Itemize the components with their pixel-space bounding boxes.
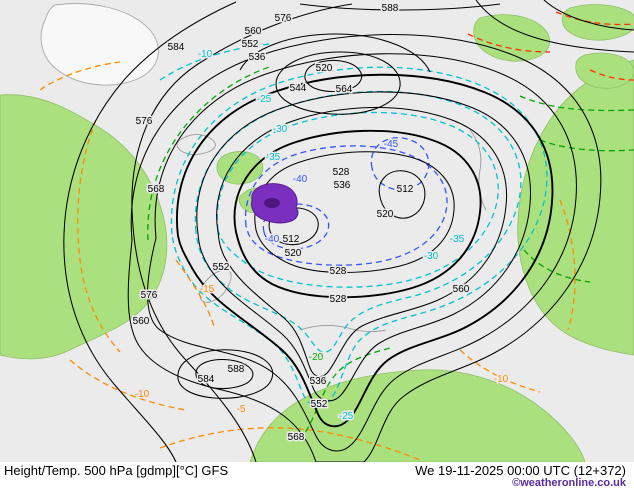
height-contour-528 xyxy=(233,129,482,299)
land-ice-region xyxy=(40,3,159,86)
temp-contour-label: -25 xyxy=(339,411,354,422)
height-contour-label: 560 xyxy=(245,26,262,37)
temp-contour-cyan xyxy=(216,111,499,288)
temp-contour-blue xyxy=(370,137,430,191)
height-contour-north-low-outer xyxy=(275,51,401,115)
height-contour-label: 584 xyxy=(198,374,215,385)
temp-contour-cyan xyxy=(170,66,548,407)
height-contour-label: 552 xyxy=(311,399,328,410)
height-contour-label: 536 xyxy=(310,376,327,387)
land-region-northeast-1 xyxy=(473,14,550,62)
temp-contour-label: -20 xyxy=(309,352,324,363)
height-contour-label: 552 xyxy=(213,262,230,273)
temp-contour-orange xyxy=(69,359,187,411)
height-contour-520 xyxy=(254,151,455,273)
temp-contour-green xyxy=(539,139,634,152)
height-contour-label: 520 xyxy=(316,63,333,74)
temp-contour-orange xyxy=(39,61,121,91)
temp-contour-label: -40 xyxy=(265,234,280,245)
temp-contour-blue xyxy=(244,145,448,266)
temp-contour-label: -25 xyxy=(257,94,272,105)
temp-contour-label: -15 xyxy=(200,284,215,295)
height-contour-north-low-inner xyxy=(304,59,362,93)
height-contour-584-west xyxy=(63,1,237,462)
height-contour-label: 544 xyxy=(290,83,307,94)
height-contour-label: 552 xyxy=(242,39,259,50)
temp-contour-red xyxy=(467,33,551,53)
land-region-west xyxy=(0,94,168,360)
height-contour-label: 528 xyxy=(330,266,347,277)
height-contour-label: 512 xyxy=(283,234,300,245)
height-contour-label: 576 xyxy=(275,13,292,24)
height-contour-label: 568 xyxy=(288,432,305,443)
height-contour-512-east xyxy=(378,170,426,219)
temp-contour-orange xyxy=(77,119,121,353)
height-contour-label: 560 xyxy=(133,316,150,327)
chart-title: Height/Temp. 500 hPa [gdmp][°C] GFS xyxy=(4,463,229,478)
vortex-core xyxy=(250,183,299,224)
copyright-link[interactable]: ©weatheronline.co.uk xyxy=(512,477,626,489)
temp-contour-label: -45 xyxy=(384,139,399,150)
height-contour-northeast-1 xyxy=(475,0,634,53)
temp-contour-orange xyxy=(459,349,541,393)
temp-contour-label: -30 xyxy=(424,251,439,262)
height-contour-northeast-2 xyxy=(543,0,634,31)
height-contour-552 xyxy=(176,73,554,428)
vortex-core-center xyxy=(264,198,280,208)
height-contour-560 xyxy=(146,53,577,452)
height-contour-label: 528 xyxy=(333,167,350,178)
temp-contour-label: -35 xyxy=(450,234,465,245)
land-region-center-1 xyxy=(216,151,264,185)
height-contour-high-inner xyxy=(195,359,254,389)
temp-contour-label: -5 xyxy=(237,404,246,415)
height-contour-label: 576 xyxy=(141,290,158,301)
height-contour-label: 536 xyxy=(334,180,351,191)
height-contour-label: 564 xyxy=(336,84,353,95)
land-region-south xyxy=(249,369,586,462)
height-contour-north-arc xyxy=(239,33,431,73)
land-regions xyxy=(0,3,634,462)
temp-contour-green xyxy=(523,249,591,283)
temp-contour-green xyxy=(147,65,273,241)
temp-contour-green xyxy=(299,347,391,441)
height-contour-label: 568 xyxy=(148,184,165,195)
height-contour-label: 584 xyxy=(168,42,185,53)
temp-contour-red xyxy=(555,11,634,26)
contour-labels: 588 576 560 552 536 584 520 544 564 576 568 528 536 5… xyxy=(131,2,510,445)
weather-map: 588 576 560 552 536 584 520 544 564 576 568 528 536 5… xyxy=(0,0,634,462)
height-contour-588 xyxy=(299,3,501,11)
temp-contour-label: -40 xyxy=(293,174,308,185)
temp-contour-label: -30 xyxy=(273,124,288,135)
temp-contour-cyan xyxy=(159,43,271,81)
temp-contour-label: -10 xyxy=(135,389,150,400)
temp-contour-label: -10 xyxy=(198,49,213,60)
height-contour-label: 512 xyxy=(397,184,414,195)
height-contour-label: 536 xyxy=(249,52,266,63)
temp-contour-orange xyxy=(159,427,421,461)
height-contour-label: 560 xyxy=(453,284,470,295)
chart-footer: Height/Temp. 500 hPa [gdmp][°C] GFS We 1… xyxy=(0,462,634,490)
height-contours xyxy=(63,0,634,462)
height-contour-label: 588 xyxy=(228,364,245,375)
chart-datetime: We 19-11-2025 00:00 UTC (12+372) xyxy=(415,463,626,478)
height-contour-high-outer xyxy=(177,349,274,399)
land-region-northeast-2 xyxy=(561,4,634,41)
height-contour-label: 520 xyxy=(377,209,394,220)
temp-contour-label: -10 xyxy=(494,374,509,385)
height-contour-label: 528 xyxy=(330,294,347,305)
height-contour-label: 588 xyxy=(382,3,399,14)
height-contour-544 xyxy=(196,91,532,402)
height-contour-label: 520 xyxy=(285,248,302,259)
temp-contour-orange xyxy=(559,199,576,331)
map-canvas: 588 576 560 552 536 584 520 544 564 576 568 528 536 5… xyxy=(0,0,634,462)
temp-contour-red xyxy=(589,69,634,81)
height-contour-536 xyxy=(216,106,508,377)
height-contour-label: 576 xyxy=(136,116,153,127)
temp-contour-label: -35 xyxy=(266,152,281,163)
